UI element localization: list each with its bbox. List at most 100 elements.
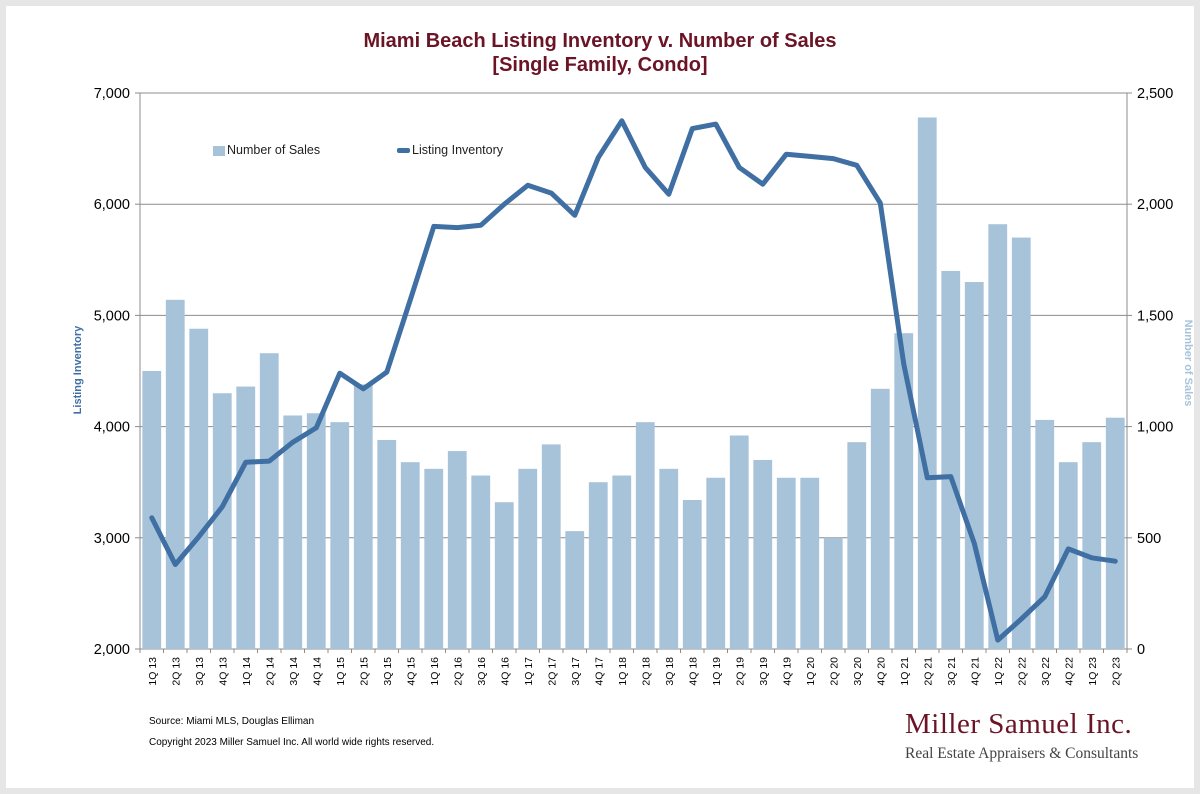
sales-bar: [988, 224, 1008, 649]
sales-bar: [330, 422, 350, 649]
sales-bar: [682, 499, 702, 649]
sales-bar: [1105, 417, 1125, 649]
sales-bar: [870, 388, 890, 649]
x-tick-label: 1Q 15: [335, 657, 347, 686]
x-tick-label: 4Q 13: [217, 657, 229, 686]
sales-bar: [847, 442, 867, 649]
gridlines: [140, 203, 1127, 539]
x-tick-label: 4Q 19: [781, 657, 793, 686]
left-axis-ticks: 2,000 3,000 4,000 5,000 6,000 7,000: [94, 86, 140, 658]
x-tick-label: 2Q 14: [264, 657, 276, 686]
x-tick-label: 2Q 16: [452, 657, 464, 686]
brand-tagline: Real Estate Appraisers & Consultants: [905, 745, 1139, 762]
x-tick-label: 4Q 21: [969, 657, 981, 686]
sales-bar: [588, 482, 608, 649]
x-tick-label: 3Q 15: [382, 657, 394, 686]
sales-bar: [612, 475, 632, 649]
x-tick-label: 2Q 15: [358, 657, 370, 686]
sales-bar: [471, 475, 491, 649]
left-tick-label: 3,000: [94, 531, 130, 547]
brand-logo: Miller Samuel Inc.: [905, 708, 1133, 740]
x-tick-label: 1Q 14: [241, 657, 253, 686]
x-tick-label: 1Q 23: [1087, 657, 1099, 686]
x-tick-label: 2Q 22: [1016, 657, 1028, 686]
inventory-line: [149, 118, 1118, 643]
legend-sales-swatch: [213, 146, 225, 156]
legend-sales-label: Number of Sales: [227, 143, 321, 157]
sales-bar: [259, 353, 279, 649]
x-tick-label: 3Q 18: [664, 657, 676, 686]
x-tick-label: 1Q 22: [993, 657, 1005, 686]
x-tick-label: 2Q 21: [922, 657, 934, 686]
sales-bar: [776, 477, 796, 649]
sales-bar: [964, 282, 984, 649]
x-tick-label: 4Q 16: [499, 657, 511, 686]
left-tick-label: 6,000: [94, 197, 130, 213]
x-tick-label: 1Q 17: [523, 657, 535, 686]
x-tick-label: 3Q 21: [946, 657, 958, 686]
sales-bar: [894, 333, 914, 649]
sales-bar: [236, 386, 256, 649]
chart-subtitle: [Single Family, Condo]: [492, 54, 708, 76]
copyright-note: Copyright 2023 Miller Samuel Inc. All wo…: [149, 737, 435, 748]
sales-bar: [1035, 419, 1055, 649]
x-tick-label: 1Q 13: [147, 657, 159, 686]
sales-bar: [1058, 462, 1078, 649]
x-tick-label: 3Q 17: [570, 657, 582, 686]
left-tick-label: 2,000: [94, 642, 130, 658]
chart-title: Miami Beach Listing Inventory v. Number …: [363, 30, 837, 52]
right-tick-label: 2,000: [1137, 197, 1173, 213]
x-axis-ticks: 1Q 13 2Q 13 3Q 13 4Q 13 1Q 14 2Q 14 3Q 14 4Q 14…: [139, 649, 1128, 686]
sales-bar: [706, 477, 726, 649]
left-tick-label: 7,000: [94, 86, 130, 102]
x-tick-label: 1Q 18: [617, 657, 629, 686]
sales-bar: [823, 537, 843, 649]
x-tick-label: 2Q 13: [170, 657, 182, 686]
sales-bar: [212, 393, 232, 649]
x-tick-label: 4Q 18: [687, 657, 699, 686]
x-tick-label: 1Q 19: [711, 657, 723, 686]
x-tick-label: 3Q 22: [1040, 657, 1052, 686]
sales-bar: [447, 451, 467, 649]
sales-bars: [142, 117, 1125, 650]
sales-bar: [917, 117, 937, 650]
x-tick-label: 4Q 14: [311, 657, 323, 686]
x-tick-label: 3Q 19: [758, 657, 770, 686]
sales-bar: [165, 299, 185, 649]
inventory-line-path: [149, 118, 1118, 643]
right-tick-label: 500: [1137, 531, 1161, 547]
x-tick-label: 1Q 16: [429, 657, 441, 686]
plot-area: [139, 92, 1128, 650]
source-note: Source: Miami MLS, Douglas Elliman: [149, 716, 315, 727]
x-tick-label: 4Q 22: [1063, 657, 1075, 686]
legend-inventory-label: Listing Inventory: [412, 143, 504, 157]
x-tick-label: 3Q 14: [288, 657, 300, 686]
right-tick-label: 2,500: [1137, 86, 1173, 102]
x-tick-label: 3Q 13: [194, 657, 206, 686]
legend-inventory-swatch: [397, 148, 410, 153]
sales-bar: [1011, 237, 1031, 649]
sales-bar: [729, 435, 749, 649]
right-axis-title: Number of Sales: [1182, 319, 1194, 407]
x-tick-label: 1Q 20: [805, 657, 817, 686]
x-tick-label: 1Q 21: [899, 657, 911, 686]
sales-bar: [565, 531, 585, 649]
sales-bar: [659, 468, 679, 649]
x-tick-label: 4Q 15: [405, 657, 417, 686]
x-tick-label: 4Q 20: [875, 657, 887, 686]
right-axis-ticks: 0 500 1,000 1,500 2,000 2,500: [1127, 86, 1173, 658]
x-tick-label: 3Q 20: [852, 657, 864, 686]
x-tick-label: 2Q 18: [640, 657, 652, 686]
sales-bar: [518, 468, 538, 649]
left-axis-title: Listing Inventory: [72, 325, 84, 415]
sales-bar: [306, 413, 326, 649]
left-tick-label: 5,000: [94, 308, 130, 324]
sales-bar: [189, 328, 209, 649]
sales-bar: [283, 415, 303, 649]
sales-bar: [494, 502, 514, 649]
sales-bar: [1082, 442, 1102, 649]
x-tick-label: 2Q 17: [546, 657, 558, 686]
left-tick-label: 4,000: [94, 420, 130, 436]
x-tick-label: 3Q 16: [476, 657, 488, 686]
